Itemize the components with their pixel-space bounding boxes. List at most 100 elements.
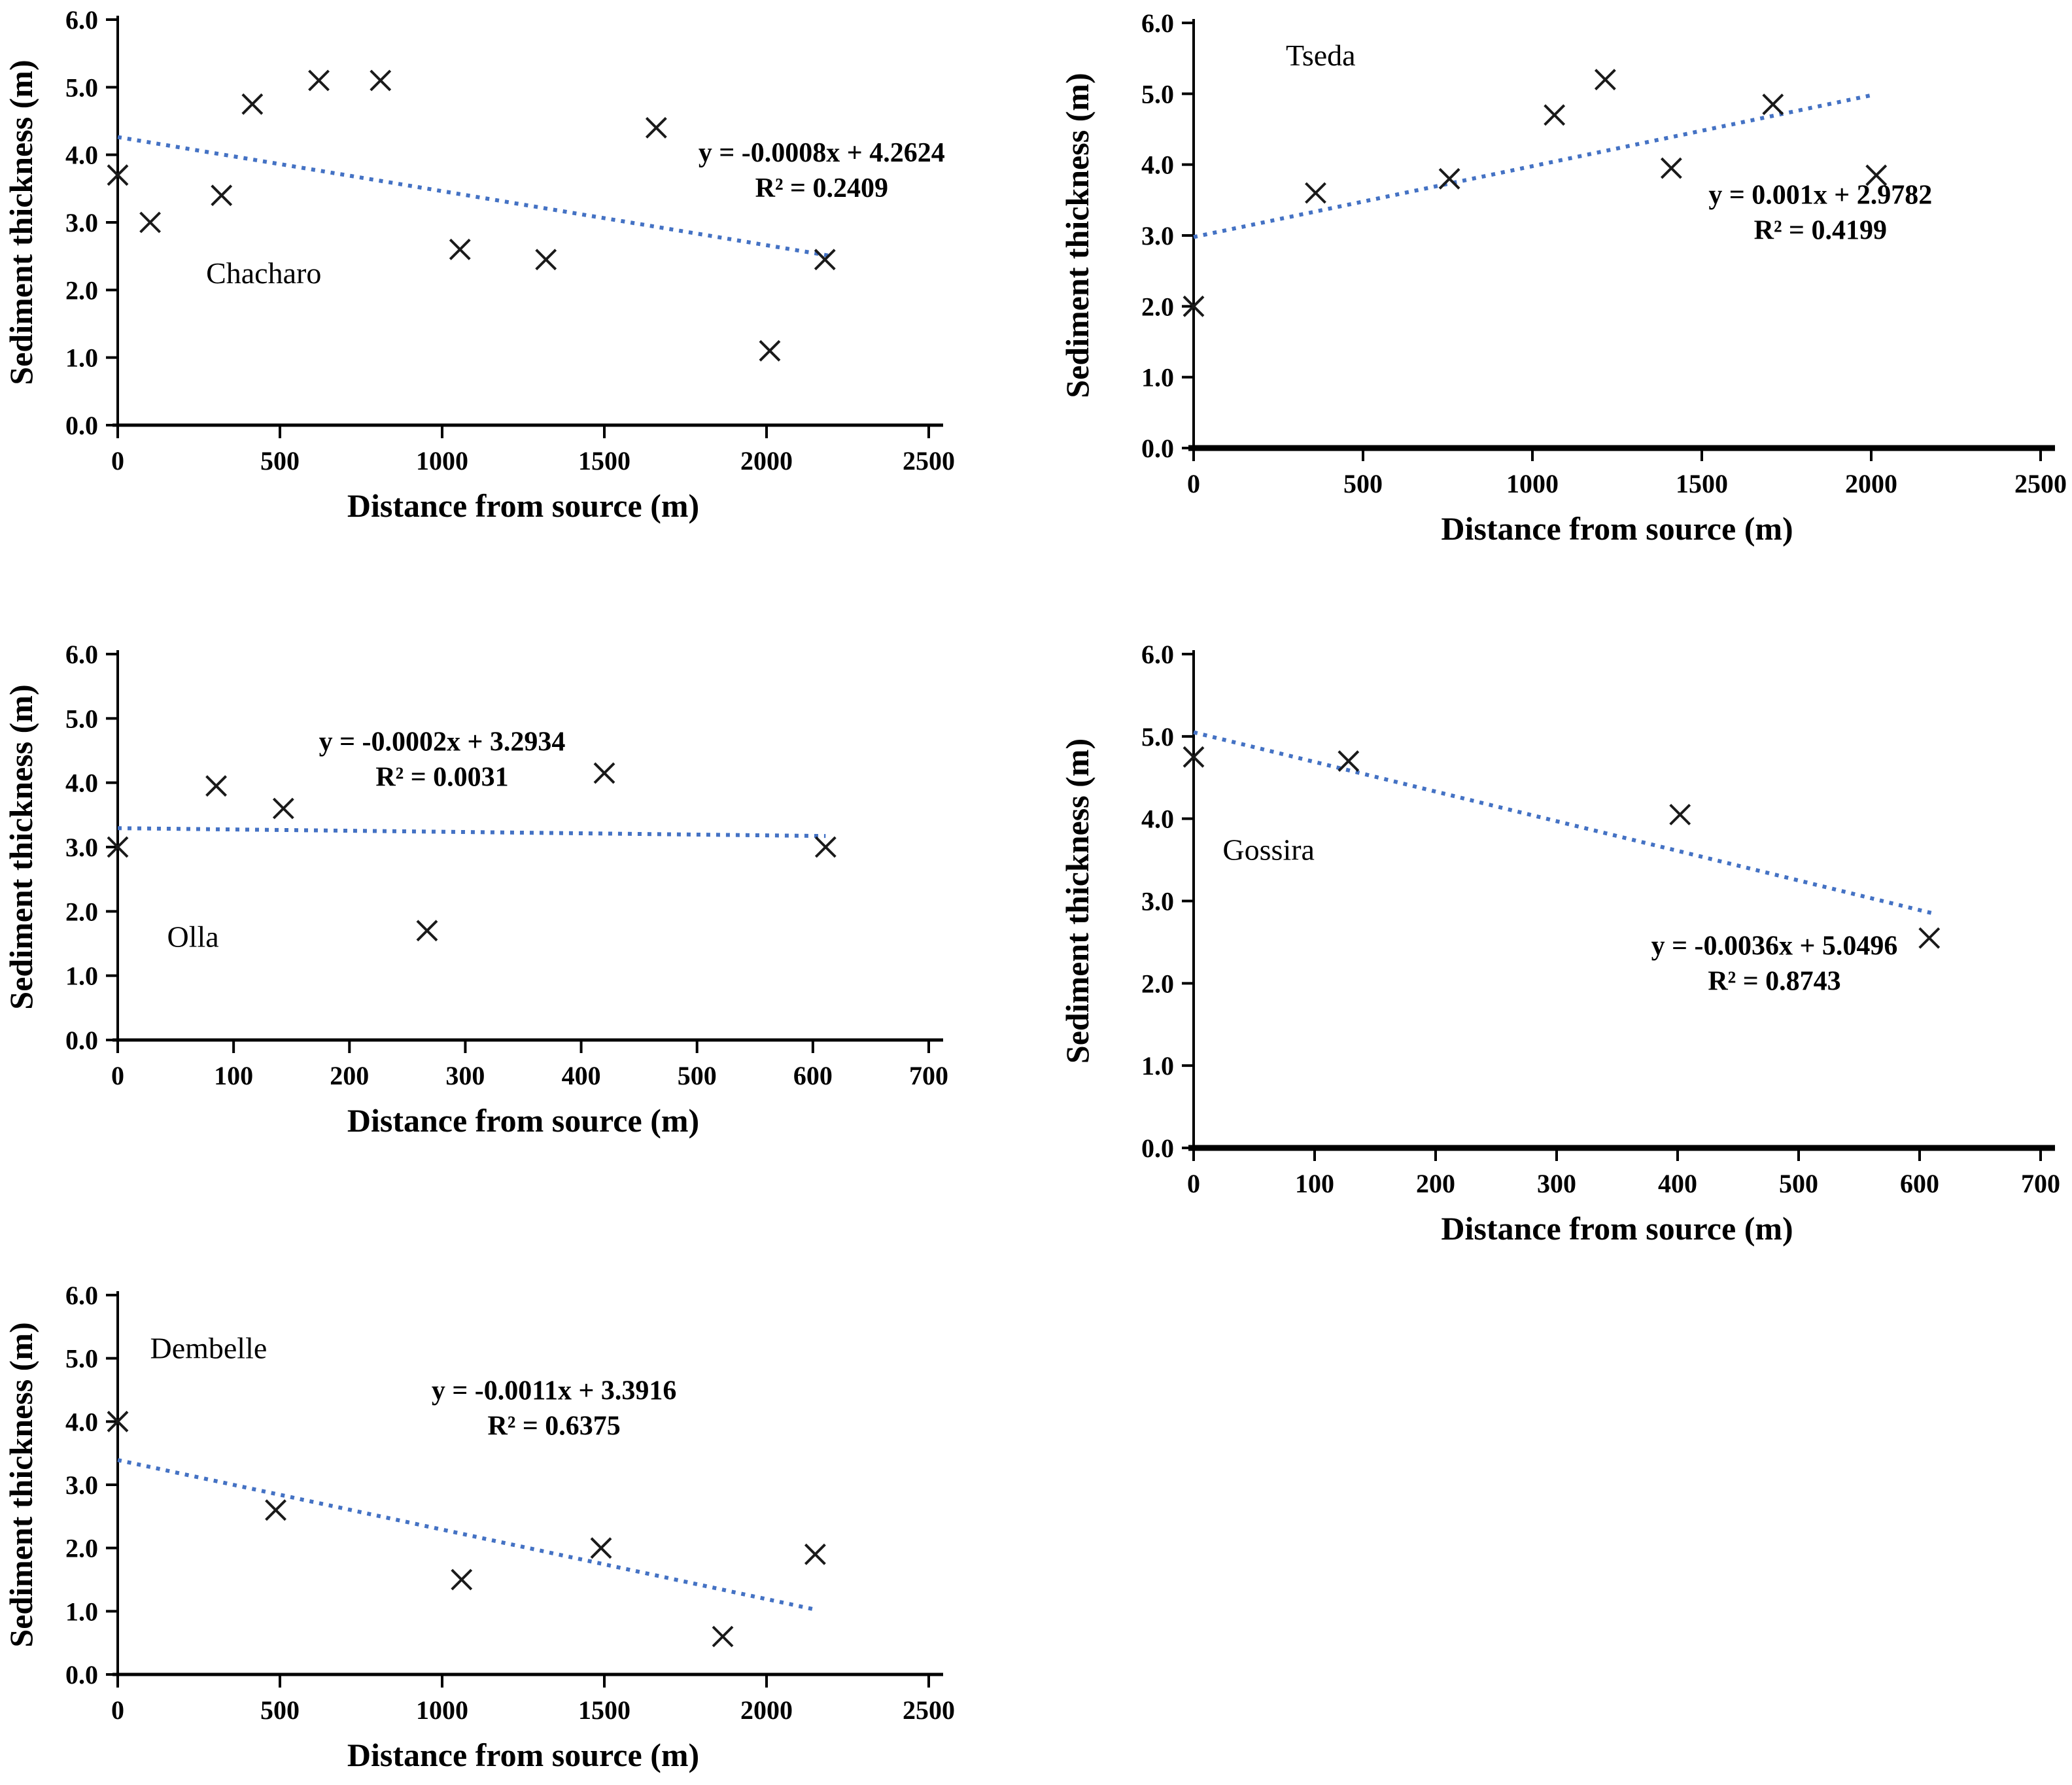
- y-tick-label: 5.0: [1141, 79, 1174, 109]
- y-tick-label: 3.0: [65, 208, 98, 237]
- site-label-chacharo: Chacharo: [206, 256, 321, 290]
- x-tick-label: 2000: [740, 1695, 793, 1725]
- x-tick-label: 600: [1900, 1169, 1939, 1198]
- data-point-marker: [814, 249, 836, 271]
- data-point-marker: [416, 920, 438, 942]
- trendline-equation: y = 0.001x + 2.9782: [1708, 180, 1932, 210]
- y-tick-label: 4.0: [1141, 805, 1174, 834]
- x-tick-label: 500: [1343, 469, 1383, 498]
- y-tick-label: 1.0: [1141, 363, 1174, 392]
- x-tick-label: 1000: [416, 1695, 468, 1725]
- trendline: [117, 135, 832, 258]
- y-tick-label: 1.0: [1141, 1051, 1174, 1081]
- x-tick-label: 500: [260, 1695, 300, 1725]
- y-tick-label: 1.0: [65, 343, 98, 373]
- y-tick-label: 1.0: [65, 962, 98, 991]
- y-tick-label: 4.0: [65, 1407, 98, 1436]
- data-point-marker: [1918, 927, 1941, 949]
- y-tick-label: 3.0: [1141, 887, 1174, 916]
- x-tick-label: 700: [2021, 1169, 2060, 1198]
- x-tick-label: 1000: [416, 446, 468, 476]
- x-tick-label: 1000: [1506, 469, 1559, 498]
- data-point-marker: [211, 184, 233, 207]
- chart-olla: 0.0 1.0 2.0 3.0 4.0 5.0 6.0 0 100 200 300 400 500 600…: [3, 625, 1010, 1213]
- x-tick-label: 0: [111, 446, 124, 476]
- x-axis-title: Distance from source (m): [1441, 1210, 1793, 1247]
- data-point-marker: [1183, 295, 1205, 317]
- data-point-marker: [107, 1410, 129, 1432]
- y-axis-title: Sediment thickness (m): [3, 1322, 39, 1647]
- x-tick-label: 1500: [578, 1695, 630, 1725]
- y-tick-label: 6.0: [65, 640, 98, 669]
- x-tick-label: 0: [111, 1061, 124, 1090]
- trendline-equation: y = -0.0036x + 5.0496: [1651, 931, 1898, 961]
- trendline-r-squared: R² = 0.8743: [1708, 966, 1840, 996]
- y-tick-label: 2.0: [65, 897, 98, 926]
- y-tick-label: 0.0: [65, 1660, 98, 1690]
- x-tick-label: 2500: [2014, 469, 2067, 498]
- y-tick-label: 0.0: [65, 411, 98, 440]
- x-tick-label: 500: [1779, 1169, 1818, 1198]
- chart-canvas-dembelle: 0.0 1.0 2.0 3.0 4.0 5.0 6.0 0 500 1000 1500 2000 250…: [3, 1281, 955, 1773]
- y-tick-label: 0.0: [1141, 1134, 1174, 1163]
- y-tick-label: 5.0: [65, 73, 98, 102]
- trendline-equation: y = -0.0008x + 4.2624: [699, 138, 945, 168]
- chart-tseda: 0.0 1.0 2.0 3.0 4.0 5.0 6.0 0 500 1000 1500 2000 250…: [1059, 3, 2072, 612]
- trendline: [117, 826, 826, 839]
- y-tick-label: 6.0: [1141, 9, 1174, 38]
- data-point-marker: [1305, 182, 1326, 204]
- chart-gossira: 0.0 1.0 2.0 3.0 4.0 5.0 6.0 0 100 200 300 400 500 600…: [1059, 625, 2072, 1253]
- x-tick-label: 100: [214, 1061, 253, 1090]
- y-tick-label: 5.0: [65, 1344, 98, 1374]
- y-axis-title: Sediment thickness (m): [3, 60, 39, 385]
- data-point-marker: [1594, 69, 1616, 91]
- data-point-marker: [804, 1543, 826, 1565]
- y-tick-label: 5.0: [1141, 722, 1174, 752]
- chart-dembelle: 0.0 1.0 2.0 3.0 4.0 5.0 6.0 0 500 1000 1500 2000 250…: [3, 1249, 1010, 1782]
- y-tick-label: 4.0: [65, 769, 98, 798]
- data-point-marker: [1762, 94, 1784, 115]
- trendline-r-squared: R² = 0.4199: [1754, 215, 1887, 245]
- y-tick-label: 0.0: [65, 1026, 98, 1055]
- x-tick-label: 600: [793, 1061, 833, 1090]
- x-axis-title: Distance from source (m): [347, 1737, 699, 1773]
- y-tick-label: 3.0: [65, 1470, 98, 1500]
- y-axis-title: Sediment thickness (m): [1060, 738, 1096, 1064]
- site-label-tseda: Tseda: [1286, 39, 1356, 72]
- x-tick-label: 200: [1416, 1169, 1455, 1198]
- trendline: [1193, 730, 1935, 916]
- x-tick-label: 0: [1187, 1169, 1200, 1198]
- x-tick-label: 400: [1658, 1169, 1697, 1198]
- y-tick-label: 2.0: [65, 1534, 98, 1563]
- y-tick-label: 4.0: [1141, 150, 1174, 180]
- x-tick-label: 500: [260, 446, 300, 476]
- x-axis-title: Distance from source (m): [347, 487, 699, 524]
- x-tick-label: 500: [678, 1061, 717, 1090]
- chart-canvas-olla: 0.0 1.0 2.0 3.0 4.0 5.0 6.0 0 100 200 300 400 500 600…: [3, 640, 948, 1139]
- trendline-equation: y = -0.0002x + 3.2934: [319, 727, 566, 757]
- y-tick-label: 5.0: [65, 704, 98, 733]
- x-tick-label: 300: [1537, 1169, 1576, 1198]
- data-point-marker: [272, 797, 294, 820]
- x-tick-label: 700: [909, 1061, 948, 1090]
- x-axis-title: Distance from source (m): [347, 1102, 699, 1139]
- data-point-marker: [308, 69, 330, 92]
- x-tick-label: 1500: [578, 446, 630, 476]
- y-axis-title: Sediment thickness (m): [1060, 73, 1096, 398]
- data-point-marker: [1183, 746, 1205, 768]
- x-tick-label: 300: [445, 1061, 485, 1090]
- y-tick-label: 4.0: [65, 141, 98, 170]
- chart-chacharo: 0.0 1.0 2.0 3.0 4.0 5.0 6.0 0 500 1000 1500 2000 250…: [3, 3, 1010, 592]
- data-point-marker: [265, 1499, 286, 1521]
- x-tick-label: 2000: [740, 446, 793, 476]
- trendline-r-squared: R² = 0.0031: [375, 763, 508, 793]
- x-tick-label: 0: [1187, 469, 1200, 498]
- y-tick-label: 2.0: [1141, 292, 1174, 321]
- data-point-marker: [1544, 104, 1566, 126]
- chart-canvas-chacharo: 0.0 1.0 2.0 3.0 4.0 5.0 6.0 0 500 1000 1500 2000 250…: [3, 5, 955, 524]
- data-point-marker: [139, 211, 162, 234]
- y-tick-label: 2.0: [1141, 969, 1174, 998]
- chart-canvas-tseda: 0.0 1.0 2.0 3.0 4.0 5.0 6.0 0 500 1000 1500 2000 250…: [1059, 9, 2067, 547]
- data-point-marker: [1669, 803, 1691, 825]
